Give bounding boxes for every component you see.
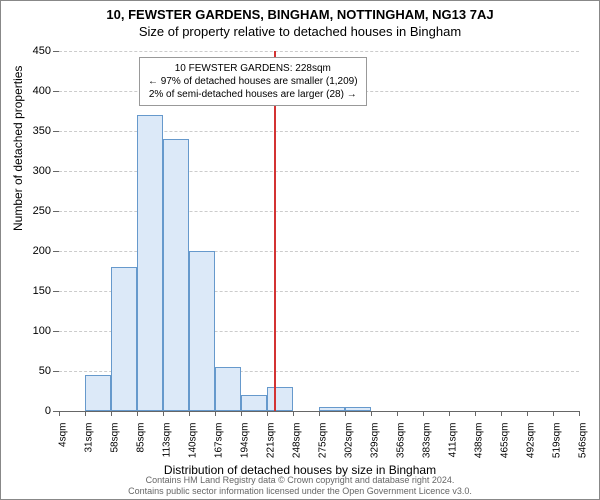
x-tick: [475, 411, 476, 416]
y-tick: [53, 251, 59, 252]
y-tick: [53, 211, 59, 212]
y-tick: [53, 51, 59, 52]
x-tick: [163, 411, 164, 416]
histogram-bar: [345, 407, 371, 411]
x-tick: [527, 411, 528, 416]
chart-container: 10, FEWSTER GARDENS, BINGHAM, NOTTINGHAM…: [0, 0, 600, 500]
footer-line2: Contains public sector information licen…: [1, 486, 599, 497]
histogram-bar: [189, 251, 215, 411]
y-tick: [53, 371, 59, 372]
annotation-line: ← 97% of detached houses are smaller (1,…: [148, 75, 358, 88]
y-label: 200: [15, 245, 51, 257]
y-label: 300: [15, 165, 51, 177]
y-tick: [53, 131, 59, 132]
grid-line: [59, 51, 579, 52]
x-tick: [137, 411, 138, 416]
x-tick: [449, 411, 450, 416]
y-label: 450: [15, 45, 51, 57]
x-tick: [111, 411, 112, 416]
x-tick: [423, 411, 424, 416]
footer: Contains HM Land Registry data © Crown c…: [1, 475, 599, 497]
y-label: 50: [15, 365, 51, 377]
y-tick: [53, 331, 59, 332]
x-tick: [579, 411, 580, 416]
histogram-bar: [85, 375, 111, 411]
annotation-line: 10 FEWSTER GARDENS: 228sqm: [148, 62, 358, 75]
histogram-bar: [163, 139, 189, 411]
x-tick: [267, 411, 268, 416]
y-label: 350: [15, 125, 51, 137]
histogram-bar: [111, 267, 137, 411]
x-tick: [397, 411, 398, 416]
y-label: 250: [15, 205, 51, 217]
x-tick: [319, 411, 320, 416]
title-sub: Size of property relative to detached ho…: [1, 24, 599, 39]
histogram-bar: [215, 367, 241, 411]
y-tick: [53, 291, 59, 292]
y-label: 100: [15, 325, 51, 337]
x-tick: [501, 411, 502, 416]
histogram-bar: [319, 407, 345, 411]
x-tick: [293, 411, 294, 416]
x-tick: [189, 411, 190, 416]
x-tick: [85, 411, 86, 416]
annotation-line: 2% of semi-detached houses are larger (2…: [148, 88, 358, 101]
histogram-bar: [137, 115, 163, 411]
chart-area: 0501001502002503003504004504sqm31sqm58sq…: [59, 51, 579, 411]
x-tick: [371, 411, 372, 416]
x-tick: [345, 411, 346, 416]
y-label: 0: [15, 405, 51, 417]
y-tick: [53, 91, 59, 92]
histogram-bar: [241, 395, 267, 411]
y-label: 400: [15, 85, 51, 97]
y-tick: [53, 171, 59, 172]
x-tick: [241, 411, 242, 416]
title-main: 10, FEWSTER GARDENS, BINGHAM, NOTTINGHAM…: [1, 7, 599, 22]
footer-line1: Contains HM Land Registry data © Crown c…: [1, 475, 599, 486]
histogram-bar: [267, 387, 293, 411]
x-tick: [553, 411, 554, 416]
x-tick: [215, 411, 216, 416]
x-tick: [59, 411, 60, 416]
plot-region: 0501001502002503003504004504sqm31sqm58sq…: [59, 51, 579, 412]
annotation-box: 10 FEWSTER GARDENS: 228sqm← 97% of detac…: [139, 57, 367, 106]
y-label: 150: [15, 285, 51, 297]
